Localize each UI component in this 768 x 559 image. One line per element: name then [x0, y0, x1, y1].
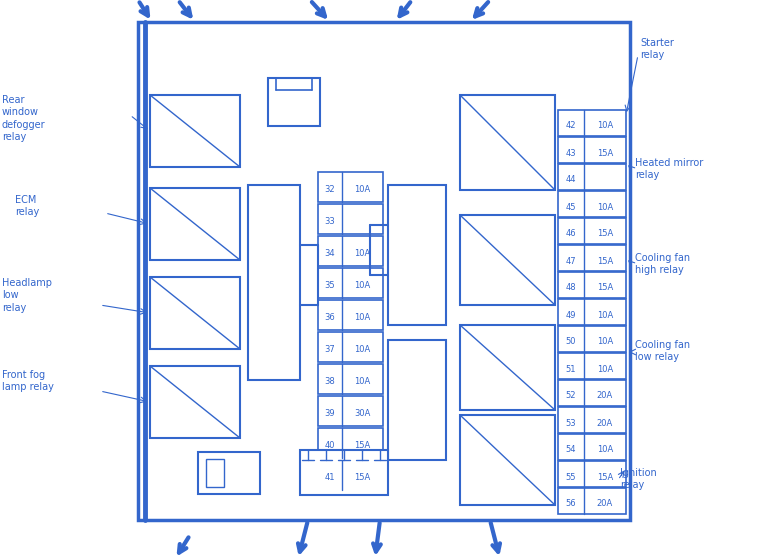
Text: Cooling fan
low relay: Cooling fan low relay [635, 340, 690, 362]
Text: 42: 42 [566, 121, 576, 130]
Bar [268, 78, 320, 126]
Bar [558, 461, 626, 487]
Text: 54: 54 [566, 446, 576, 454]
Text: 30A: 30A [354, 410, 370, 419]
Bar [558, 272, 626, 298]
Text: 48: 48 [566, 283, 576, 292]
Text: 37: 37 [325, 345, 336, 354]
Text: 49: 49 [566, 310, 576, 320]
Text: 20A: 20A [597, 419, 613, 428]
Text: 10A: 10A [597, 310, 613, 320]
Bar [318, 396, 383, 426]
Text: 10A: 10A [354, 186, 370, 195]
Bar [460, 325, 555, 410]
Text: 47: 47 [566, 257, 576, 266]
Bar [300, 450, 388, 495]
Bar [558, 137, 626, 163]
Bar [150, 366, 240, 438]
Bar [318, 332, 383, 362]
Text: 33: 33 [325, 217, 336, 226]
Text: Starter
relay: Starter relay [640, 38, 674, 60]
Text: 10A: 10A [354, 249, 370, 258]
Bar [318, 428, 383, 458]
Bar [558, 299, 626, 325]
Text: Heated mirror
relay: Heated mirror relay [635, 158, 703, 181]
Text: 15A: 15A [354, 442, 370, 451]
Text: 34: 34 [325, 249, 336, 258]
Bar [318, 236, 383, 266]
Text: 35: 35 [325, 282, 336, 291]
Bar [150, 95, 240, 167]
Text: 45: 45 [566, 202, 576, 211]
Bar [150, 277, 240, 349]
Bar [558, 110, 626, 136]
Text: 10A: 10A [354, 377, 370, 386]
Bar [558, 191, 626, 217]
Text: 36: 36 [325, 314, 336, 323]
Bar [460, 415, 555, 505]
Text: 41: 41 [325, 473, 336, 482]
Text: 15A: 15A [597, 472, 613, 481]
Text: 15A: 15A [597, 257, 613, 266]
Bar [318, 268, 383, 298]
Text: 15A: 15A [597, 230, 613, 239]
Text: 10A: 10A [597, 202, 613, 211]
Bar [318, 172, 383, 202]
Text: 20A: 20A [597, 391, 613, 400]
Text: 56: 56 [566, 500, 576, 509]
Bar [460, 215, 555, 305]
Bar [150, 188, 240, 260]
Bar [558, 218, 626, 244]
Bar [558, 380, 626, 406]
Text: 40: 40 [325, 442, 336, 451]
Text: 32: 32 [325, 186, 336, 195]
Text: 10A: 10A [354, 345, 370, 354]
Text: 10A: 10A [354, 314, 370, 323]
Bar [388, 340, 446, 460]
Text: Headlamp
low
relay: Headlamp low relay [2, 278, 52, 313]
Bar [558, 164, 626, 190]
Text: 15A: 15A [597, 283, 613, 292]
Text: 15A: 15A [597, 149, 613, 158]
Text: Ignition
relay: Ignition relay [620, 468, 657, 490]
Bar [318, 204, 383, 234]
Bar [558, 488, 626, 514]
Bar [558, 245, 626, 271]
Text: 52: 52 [566, 391, 576, 400]
Bar [558, 326, 626, 352]
Text: ECM
relay: ECM relay [15, 195, 39, 217]
Bar [318, 364, 383, 394]
Bar [388, 185, 446, 325]
Text: 10A: 10A [597, 338, 613, 347]
Text: 10A: 10A [597, 364, 613, 373]
Bar [206, 459, 224, 487]
Text: 10A: 10A [597, 446, 613, 454]
Text: 15A: 15A [354, 473, 370, 482]
Bar [558, 407, 626, 433]
Text: Cooling fan
high relay: Cooling fan high relay [635, 253, 690, 276]
Bar [248, 185, 300, 380]
Text: 43: 43 [566, 149, 576, 158]
Text: 50: 50 [566, 338, 576, 347]
Bar [558, 434, 626, 460]
Bar [558, 353, 626, 379]
Text: 53: 53 [566, 419, 576, 428]
Bar [460, 95, 555, 190]
Text: 46: 46 [566, 230, 576, 239]
Text: 10A: 10A [597, 121, 613, 130]
Text: Rear
window
defogger
relay: Rear window defogger relay [2, 95, 45, 142]
Bar [198, 452, 260, 494]
Bar [318, 460, 383, 490]
Text: Front fog
lamp relay: Front fog lamp relay [2, 370, 54, 392]
Bar [318, 300, 383, 330]
Text: 44: 44 [566, 176, 576, 184]
Text: 10A: 10A [354, 282, 370, 291]
Bar [138, 22, 630, 520]
Text: 55: 55 [566, 472, 576, 481]
Text: 39: 39 [325, 410, 336, 419]
Text: 38: 38 [325, 377, 336, 386]
Text: 20A: 20A [597, 500, 613, 509]
Text: 51: 51 [566, 364, 576, 373]
